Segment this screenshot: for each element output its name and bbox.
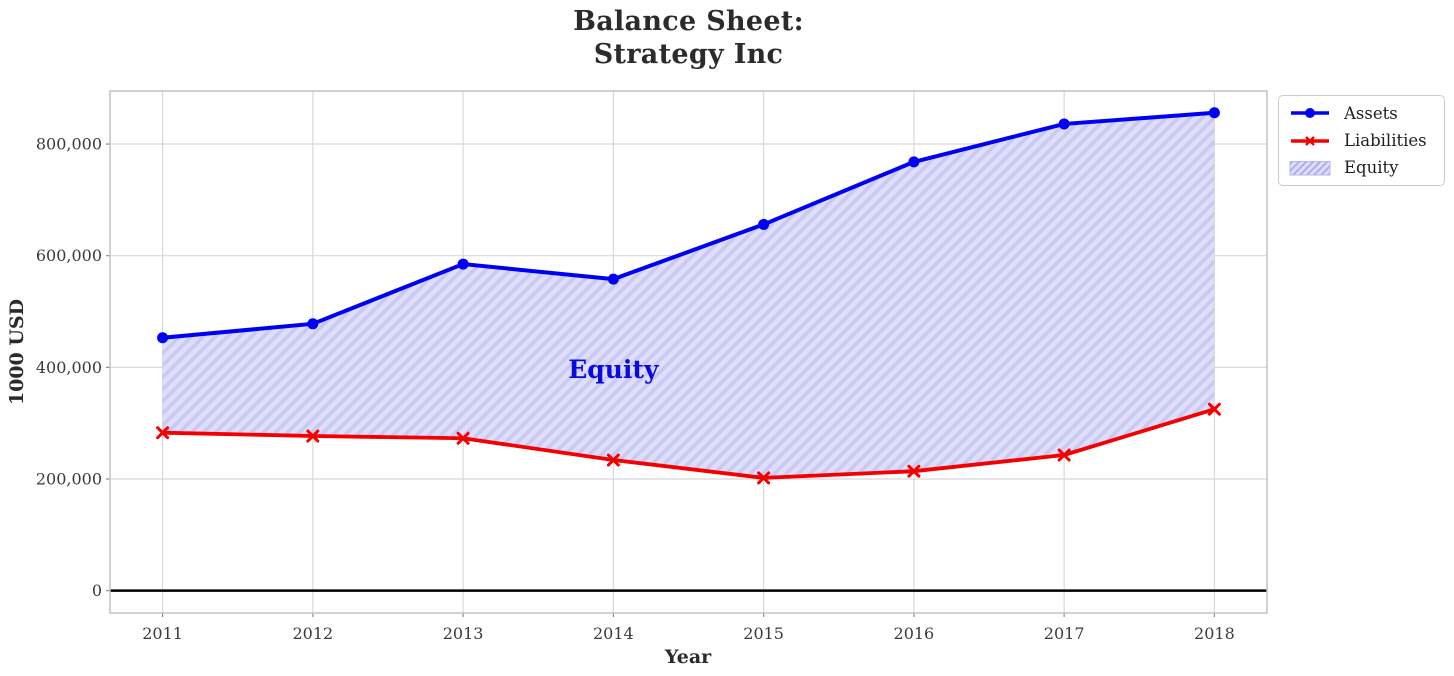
x-tick-label: 2016 [894,624,935,643]
assets-series [157,107,1220,344]
legend-label-assets: Assets [1344,103,1398,123]
assets-marker [457,258,469,270]
legend-label-equity: Equity [1344,158,1399,178]
liabilities-marker [1057,448,1071,462]
legend-equity-rect [1289,160,1331,176]
liabilities-marker [306,429,320,443]
y-tick-labels: 0 200,000 400,000 600,000 800,000 [36,135,102,601]
x-tick-label: 2015 [743,624,784,643]
y-tick-label: 400,000 [36,358,102,377]
assets-line [160,110,1217,340]
x-tick-label: 2017 [1044,624,1085,643]
x-tick-label: 2011 [142,624,183,643]
legend-item-liabilities: Liabilities [1283,128,1440,154]
assets-line-swatch [1291,108,1329,119]
assets-marker [1208,107,1220,119]
assets-marker [607,273,619,285]
plot-border [109,90,1268,614]
liabilities-marker [1207,402,1221,416]
x-tick-label: 2012 [292,624,333,643]
legend-liabilities-marker [1305,135,1315,146]
equity-annotation: Equity [568,355,660,384]
assets-marker [908,156,920,168]
legend-item-assets: Assets [1283,100,1440,126]
assets-marker [157,332,169,344]
liabilities-marker [606,453,620,467]
y-tick-label: 800,000 [36,135,102,154]
assets-marker [1058,118,1070,130]
liabilities-series [156,402,1221,485]
x-tick-label: 2014 [593,624,634,643]
legend-label-liabilities: Liabilities [1344,131,1427,150]
equity-area [162,112,1215,478]
x-tick-labels: 2011 2012 2013 2014 2015 2016 2017 2018 [142,624,1235,643]
liabilities-marker [907,464,921,478]
y-tick-label: 600,000 [36,246,102,265]
chart-title-line-2: Strategy Inc [593,39,784,70]
legend: Assets Liabilities Equity [1278,95,1445,186]
x-tick-label: 2013 [443,624,484,643]
liabilities-marker [156,426,170,440]
legend-item-equity: Equity [1283,155,1440,181]
x-tick-label: 2018 [1194,624,1235,643]
x-axis-label: Year [664,646,712,668]
y-tick-label: 0 [92,581,102,600]
legend-assets-marker [1305,108,1315,119]
liabilities-marker [757,471,771,485]
equity-patch-swatch [1289,160,1331,176]
chart-title: Balance Sheet: Strategy Inc [110,5,1267,71]
liabilities-line [160,407,1217,480]
liabilities-marker [456,431,470,445]
chart-title-line-1: Balance Sheet: [573,6,804,37]
assets-marker [307,318,319,330]
assets-marker [758,218,770,230]
liabilities-line-swatch [1291,135,1329,146]
y-tick-label: 200,000 [36,470,102,489]
